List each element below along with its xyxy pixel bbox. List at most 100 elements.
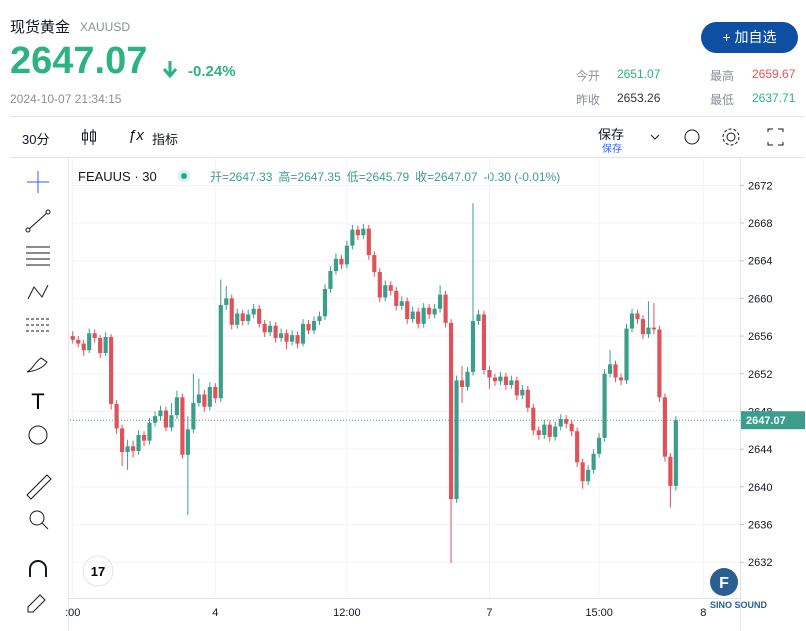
candle-body — [130, 446, 136, 452]
candle-body — [454, 380, 459, 500]
candle-body — [427, 307, 432, 315]
candle-body — [646, 327, 651, 335]
candle-body — [394, 290, 399, 306]
fx-icon[interactable]: ƒx — [128, 127, 144, 144]
tv-logo[interactable] — [82, 555, 114, 587]
candle-body — [547, 424, 552, 437]
candle-body — [481, 314, 487, 370]
candle-body — [163, 410, 169, 428]
candle-body — [246, 314, 251, 321]
candle-body — [640, 319, 646, 335]
candle-body — [558, 418, 563, 427]
candle-body — [662, 397, 667, 457]
candle-body — [218, 304, 223, 399]
y-tick-label: 2672 — [748, 180, 772, 192]
name: 现货黄金 — [10, 19, 71, 36]
candle-body — [103, 337, 108, 354]
candle-body — [361, 228, 366, 236]
candle-body — [306, 323, 311, 331]
candle-body — [432, 308, 437, 315]
save-button[interactable]: 保存 — [598, 127, 625, 142]
candle-body — [251, 308, 256, 315]
candle-body — [673, 420, 678, 486]
stat-value: 2653.26 — [617, 91, 661, 105]
legend-stat: 高=2647.35 — [278, 169, 341, 184]
candle-body — [81, 343, 86, 351]
candle-body — [76, 339, 81, 344]
candle-body — [586, 469, 591, 482]
candle-body — [114, 403, 119, 429]
watermark-logo — [710, 568, 738, 596]
x-tick-label: 8 — [700, 607, 706, 619]
y-tick-label: 2668 — [748, 218, 772, 230]
candle-body — [651, 327, 657, 330]
stat-label: 最低 — [710, 93, 735, 107]
y-tick-label: 2664 — [748, 256, 772, 268]
price: 2647.07 — [10, 40, 148, 82]
candle-body — [109, 337, 114, 404]
candle-body — [657, 329, 662, 398]
candle-body — [174, 397, 180, 416]
candle-body — [509, 380, 514, 386]
candle-body — [141, 435, 147, 441]
legend-stat: 低=2645.79 — [347, 170, 410, 184]
stat-value: 2659.67 — [752, 67, 796, 81]
candle-body — [383, 285, 388, 298]
candle-body — [624, 328, 629, 381]
candle-body — [289, 335, 295, 342]
candle-body — [470, 320, 476, 372]
legend-symbol: FEAUUS · 30 — [78, 169, 157, 184]
candle-body — [503, 376, 508, 386]
button-label: 加自选 — [734, 29, 777, 45]
candle-body — [257, 308, 262, 324]
candle-body — [355, 229, 360, 236]
candle-icon[interactable] — [80, 127, 98, 147]
x-tick-label: 4 — [212, 607, 218, 619]
candle-body — [235, 313, 240, 325]
divider — [68, 157, 69, 631]
candle-body — [443, 294, 448, 323]
candle-body — [438, 294, 443, 309]
candle-body — [635, 313, 640, 320]
y-tick-label: 2636 — [748, 520, 772, 532]
svg-text:T: T — [31, 389, 44, 414]
candle-body — [372, 255, 377, 273]
last-price-label: 2647.07 — [746, 415, 786, 427]
candle-body — [213, 386, 218, 399]
candle-body — [388, 285, 393, 291]
interval-button[interactable]: 30分 — [22, 132, 50, 147]
stat-value: 2637.71 — [752, 91, 796, 105]
candle-body — [191, 402, 196, 430]
candle-body — [92, 333, 97, 338]
toolbar-icons — [650, 128, 784, 146]
x-tick-label: 7 — [486, 607, 492, 619]
status-dot — [181, 173, 187, 179]
candle-body — [591, 453, 596, 470]
candle-body — [279, 333, 284, 338]
candle-body — [339, 258, 344, 265]
candle-body — [564, 418, 569, 424]
candle-body — [207, 386, 212, 407]
candle-body — [613, 364, 618, 378]
add-watchlist-button[interactable]: + 加自选 — [701, 22, 798, 53]
stat-value: 2651.07 — [617, 67, 661, 81]
candle-body — [448, 322, 454, 500]
legend-stat: -0.30 (-0.01%) — [484, 170, 561, 184]
candle-body — [147, 422, 152, 441]
candle-body — [607, 364, 613, 374]
y-tick-label: 2640 — [748, 482, 772, 494]
candle-body — [421, 307, 426, 324]
candle-body — [536, 430, 541, 436]
x-tick-label: :00 — [65, 607, 80, 619]
x-tick-label: 12:00 — [333, 607, 361, 619]
candle-body — [202, 394, 207, 407]
candle-body — [317, 316, 322, 321]
candle-body — [333, 258, 339, 272]
indicators-button[interactable]: 指标 — [152, 132, 179, 147]
candle-body — [416, 311, 421, 324]
stat-label: 今开 — [576, 69, 601, 83]
stat-label: 昨收 — [576, 93, 601, 107]
candle-body — [618, 377, 624, 381]
candle-body — [410, 311, 415, 320]
candle-body — [520, 389, 525, 396]
